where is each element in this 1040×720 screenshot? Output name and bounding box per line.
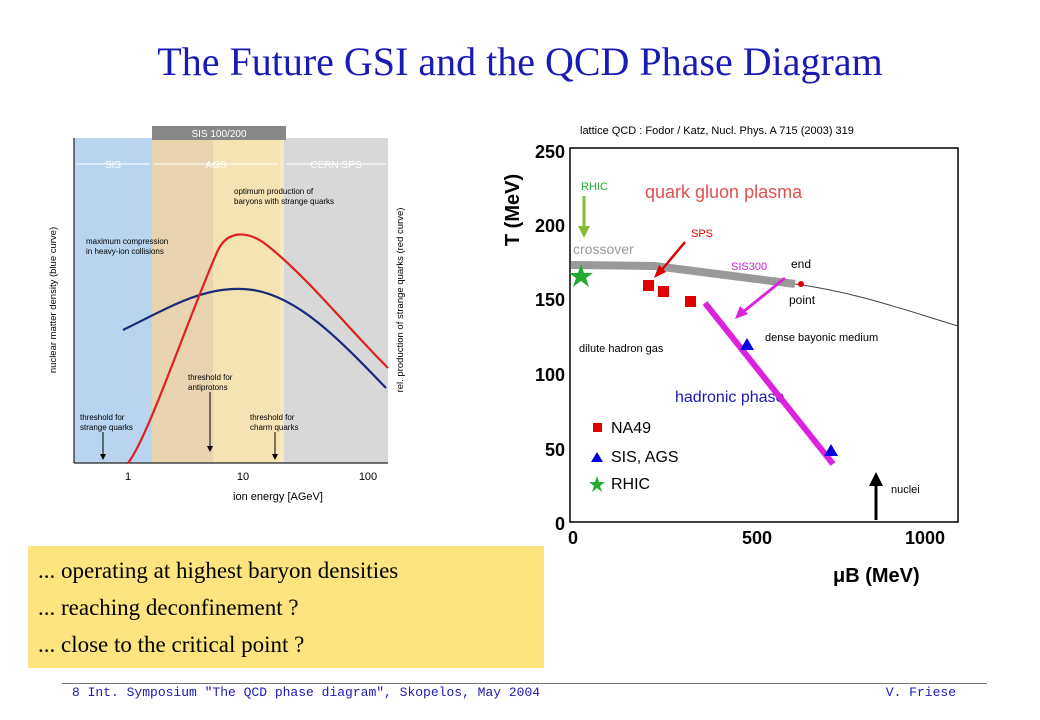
qgp-label: quark gluon plasma <box>645 182 803 202</box>
blue-curve <box>122 287 387 389</box>
energy-regime-figure: SIS 100/200 SIS AGS CERN SPS optimum pro… <box>38 118 418 508</box>
note-line-1: ... operating at highest baryon densitie… <box>38 558 399 583</box>
right-y-axis-label: rel. production of strange quarks (red c… <box>395 208 406 393</box>
x-tick-500: 500 <box>742 528 772 548</box>
red-curve <box>127 233 389 464</box>
annotation-optimum-1: optimum production of <box>234 187 314 196</box>
region-label-sis: SIS <box>105 160 121 171</box>
y-tick-50: 50 <box>545 440 565 460</box>
region-optimum <box>213 138 285 463</box>
sis300-arrow-label: SIS300 <box>731 261 767 273</box>
end-label: end <box>791 257 811 271</box>
y-tick-250: 250 <box>535 142 565 162</box>
plot-frame <box>569 147 959 523</box>
legend-sis-ags-marker <box>591 452 603 462</box>
legend-sis-ags: SIS, AGS <box>611 449 679 466</box>
legend-na49-marker <box>593 423 602 432</box>
nuclei-label: nuclei <box>891 484 920 496</box>
annotation-max-2: in heavy-ion collisions <box>86 247 164 256</box>
legend-rhic-marker <box>589 476 605 492</box>
note-line-2: ... reaching deconfinement ? <box>38 595 299 620</box>
region-label-ags: AGS <box>205 160 226 171</box>
legend-na49: NA49 <box>611 420 651 437</box>
y-tick-150: 150 <box>535 290 565 310</box>
left-y-axis-label: nuclear matter density (blue curve) <box>48 227 59 373</box>
na49-point-1 <box>643 280 654 291</box>
x-tick-0: 0 <box>568 528 578 548</box>
annotation-max-1: maximum compression <box>86 237 168 246</box>
sis100-200-label: SIS 100/200 <box>191 129 246 140</box>
footer-divider <box>62 683 987 684</box>
na49-point-2 <box>658 286 669 297</box>
reference-text: lattice QCD : Fodor / Katz, Nucl. Phys. … <box>580 125 854 137</box>
dense-label: dense bayonic medium <box>765 332 878 344</box>
footer-author: V. Friese <box>885 685 956 700</box>
slide-title: The Future GSI and the QCD Phase Diagram <box>157 39 883 84</box>
y-tick-100: 100 <box>535 365 565 385</box>
na49-point-3 <box>685 296 696 307</box>
x-tick-10: 10 <box>237 471 249 483</box>
transition-line <box>794 283 959 327</box>
y-axis-ticks: 250 200 150 100 50 0 <box>535 142 565 534</box>
sps-arrow-label: SPS <box>691 228 713 240</box>
y-tick-200: 200 <box>535 216 565 236</box>
sis-ags-point-1 <box>740 338 754 350</box>
highlight-notes-box: ... operating at highest baryon densitie… <box>28 546 544 668</box>
annotation-optimum-2: baryons with strange quarks <box>234 197 334 206</box>
x-tick-1: 1 <box>125 471 131 483</box>
threshold-strange-1: threshold for <box>80 413 125 422</box>
left-x-axis-label: ion energy [AGeV] <box>233 491 323 503</box>
point-label: point <box>789 293 816 307</box>
threshold-strange-2: strange quarks <box>80 423 133 432</box>
y-axis-label: T (MeV) <box>502 174 524 246</box>
sis-ags-point-2 <box>824 444 838 456</box>
critical-point-marker <box>798 281 804 287</box>
sis300-trajectory <box>702 301 836 466</box>
threshold-charm-2: charm quarks <box>250 423 298 432</box>
footer-slide-info: 8 Int. Symposium "The QCD phase diagram"… <box>72 685 541 700</box>
hadronic-phase-label: hadronic phase <box>675 389 785 406</box>
qcd-phase-diagram: lattice QCD : Fodor / Katz, Nucl. Phys. … <box>502 125 959 587</box>
x-axis-label: μB (MeV) <box>833 565 920 587</box>
region-sis <box>74 138 152 463</box>
x-tick-1000: 1000 <box>905 528 945 548</box>
y-tick-0: 0 <box>555 514 565 534</box>
legend-rhic: RHIC <box>611 476 650 493</box>
dilute-label: dilute hadron gas <box>579 343 664 355</box>
crossover-band <box>570 261 796 288</box>
x-axis-ticks: 0 500 1000 <box>568 528 945 548</box>
rhic-data-point <box>569 264 593 287</box>
threshold-charm-1: threshold for <box>250 413 295 422</box>
threshold-antiprotons-1: threshold for <box>188 373 233 382</box>
legend: NA49 SIS, AGS RHIC <box>589 420 679 493</box>
crossover-label: crossover <box>573 241 634 257</box>
region-label-cern-sps: CERN SPS <box>310 160 361 171</box>
note-line-3: ... close to the critical point ? <box>38 632 305 657</box>
rhic-arrow-label: RHIC <box>581 181 608 193</box>
threshold-antiprotons-2: antiprotons <box>188 383 228 392</box>
region-cern-sps <box>284 138 388 463</box>
x-tick-100: 100 <box>359 471 377 483</box>
